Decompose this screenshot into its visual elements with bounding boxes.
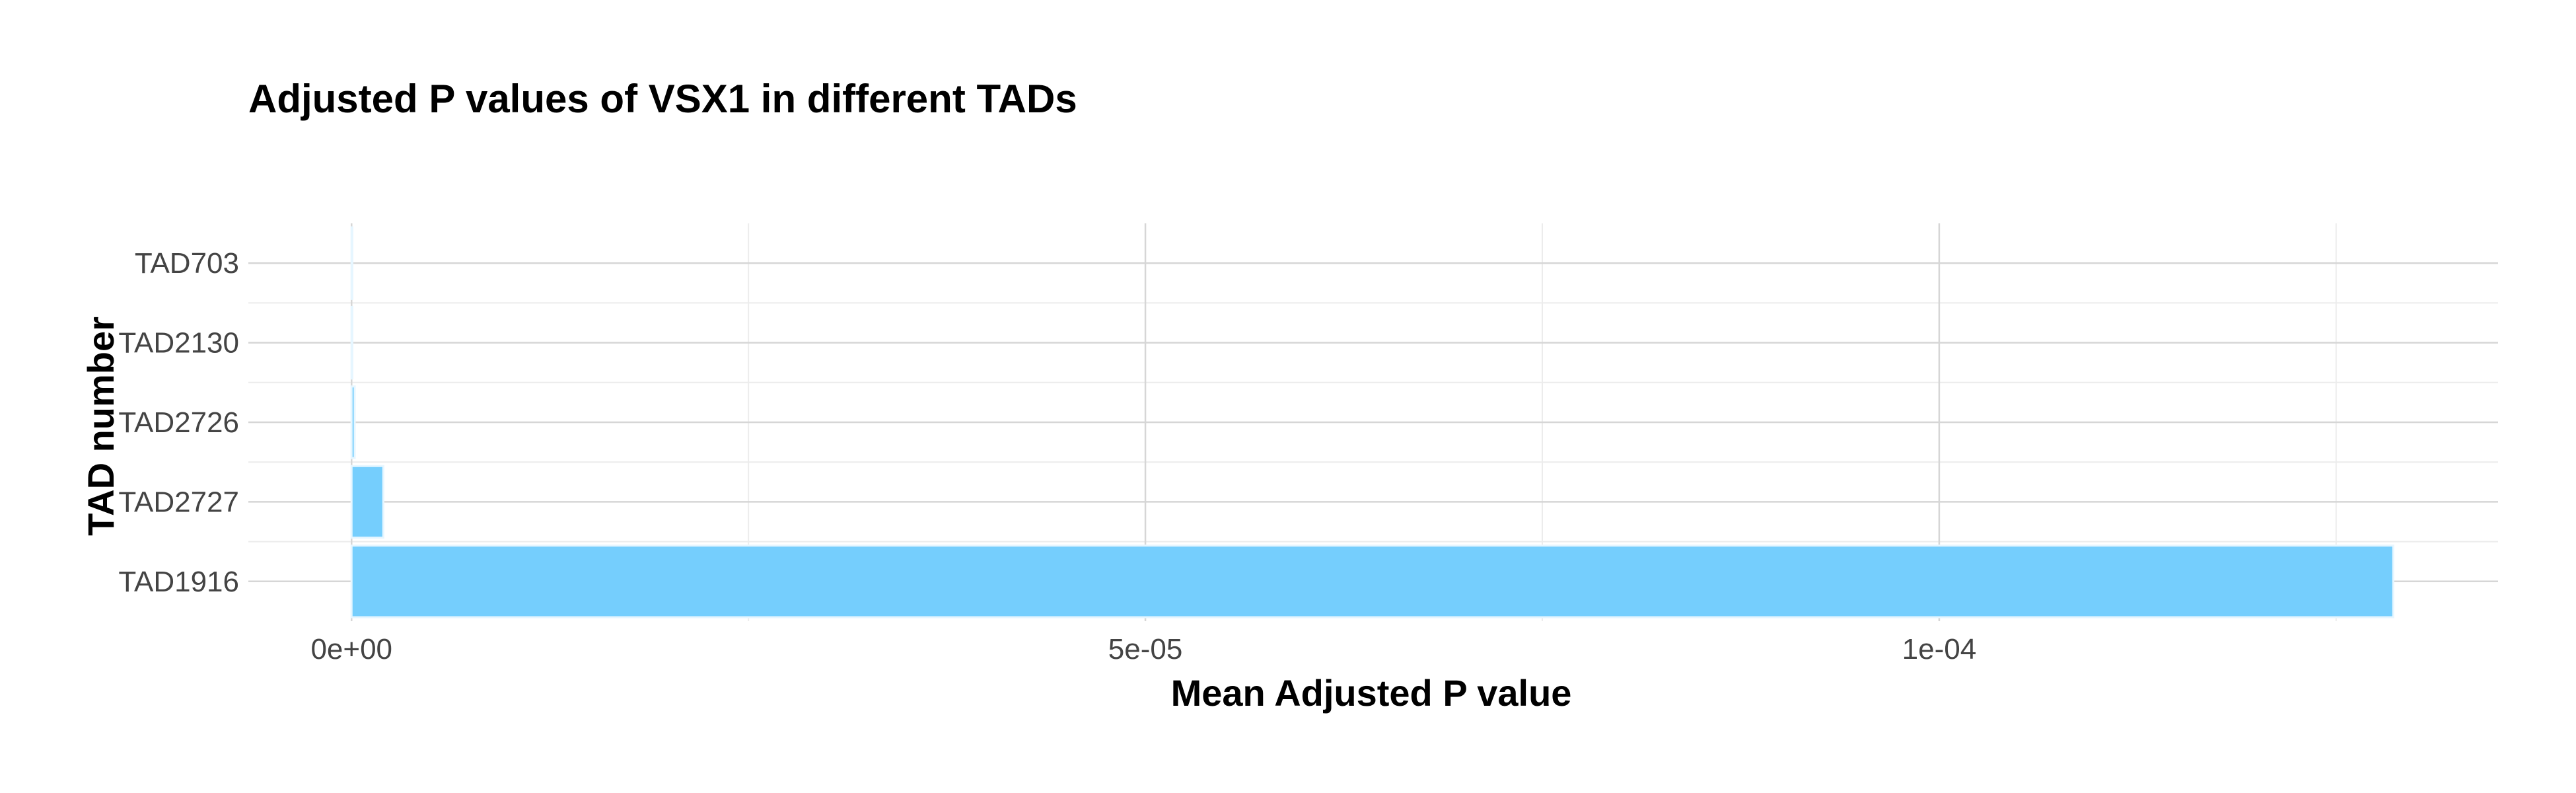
y-axis-title: TAD number (80, 317, 122, 536)
y-tick-label-tad2130: TAD2130 (118, 327, 239, 359)
bar-tad2727 (350, 465, 384, 539)
bar-tad2726 (350, 385, 356, 459)
y-tick-labels: TAD1916 TAD2727 TAD2726 TAD2130 TAD703 (118, 247, 239, 598)
x-tick-label-2: 1e-04 (1902, 633, 1977, 665)
x-tick-label-0: 0e+00 (310, 633, 392, 665)
y-tick-label-tad703: TAD703 (135, 247, 239, 280)
x-axis-title: Mean Adjusted P value (1171, 672, 1572, 714)
bars (350, 226, 2394, 619)
bar-tad703 (350, 226, 353, 300)
x-tick-label-1: 5e-05 (1108, 633, 1183, 665)
chart-title: Adjusted P values of VSX1 in different T… (248, 77, 1077, 121)
y-tick-label-tad2726: TAD2726 (118, 406, 239, 439)
bar-tad1916 (350, 545, 2394, 619)
x-tick-labels: 0e+00 5e-05 1e-04 (310, 633, 1976, 665)
y-tick-label-tad2727: TAD2727 (118, 486, 239, 518)
bar-tad2130 (350, 305, 353, 380)
y-tick-label-tad1916: TAD1916 (118, 566, 239, 598)
